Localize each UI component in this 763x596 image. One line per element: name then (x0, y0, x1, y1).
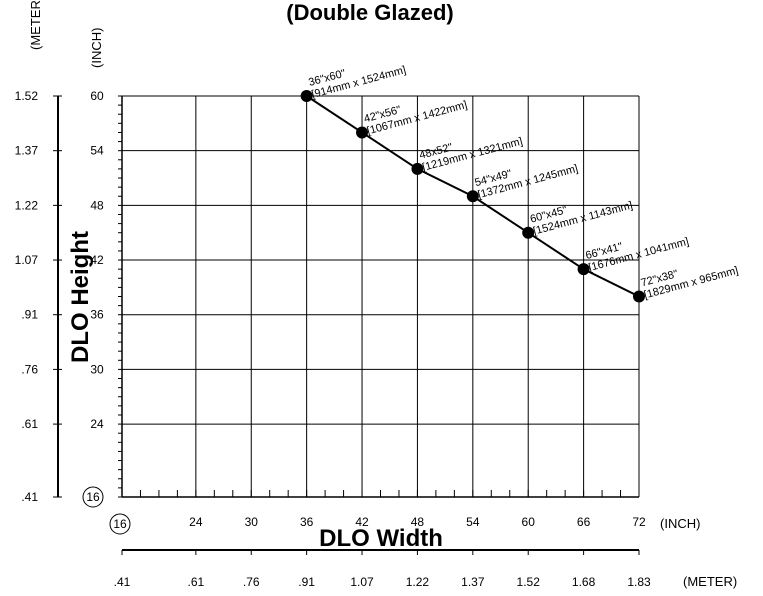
y-axis-unit-meter: (METER) (28, 0, 43, 50)
x-axis-unit-meter: (METER) (683, 574, 737, 589)
x-meter-label: 1.68 (572, 575, 596, 589)
y-meter-label: .76 (21, 362, 38, 376)
x-axis-title: DLO Width (319, 525, 443, 552)
y-tick-label: 42 (90, 253, 104, 267)
x-tick-label: 36 (300, 515, 314, 529)
x-tick-circle (109, 513, 131, 535)
y-meter-label: .41 (21, 490, 38, 504)
y-tick-label: 24 (90, 417, 104, 431)
y-tick-label: 16 (86, 490, 100, 504)
point-labels-layer: 36"x60"[914mm x 1524mm]42"x56"[1067mm x … (307, 64, 739, 301)
x-tick-label: 30 (245, 515, 259, 529)
y-tick-label: 36 (90, 308, 104, 322)
y-tick-label: 30 (90, 362, 104, 376)
data-point (411, 162, 424, 175)
y-axis-unit-inch: (INCH) (89, 28, 104, 68)
x-tick-label: 60 (522, 515, 536, 529)
x-tick-label: 48 (411, 515, 425, 529)
y-meter-label: .91 (21, 308, 38, 322)
x-meter-label: .76 (243, 575, 260, 589)
x-tick-label: 42 (355, 515, 369, 529)
x-tick-label: 54 (466, 515, 480, 529)
grid-layer (122, 95, 640, 497)
y-meter-label: 1.52 (15, 89, 39, 103)
y-meter-label: 1.22 (15, 198, 39, 212)
data-point (577, 263, 590, 276)
x-meter-label: .41 (114, 575, 131, 589)
data-point (633, 290, 645, 303)
chart-title: (Double Glazed) (286, 0, 453, 25)
series-layer (300, 90, 645, 303)
x-meter-label: 1.07 (350, 575, 374, 589)
x-tick-label: 66 (577, 515, 591, 529)
axes-layer (57, 96, 639, 551)
x-meter-label: .61 (188, 575, 205, 589)
y-tick-circle (82, 486, 104, 508)
x-meter-label: .91 (298, 575, 315, 589)
data-point (356, 126, 369, 139)
x-tick-label: 72 (632, 515, 646, 529)
y-tick-label: 54 (90, 144, 104, 158)
y-meter-label: 1.07 (15, 253, 39, 267)
y-meter-label: .61 (21, 417, 38, 431)
x-meter-label: 1.22 (406, 575, 430, 589)
x-tick-label: 24 (189, 515, 203, 529)
data-point (300, 90, 313, 102)
x-axis-unit-inch: (INCH) (660, 516, 700, 531)
x-meter-label: 1.52 (517, 575, 541, 589)
data-point (466, 190, 479, 203)
y-tick-label: 48 (90, 198, 104, 212)
y-axis-title: DLO Height (67, 231, 94, 363)
y-meter-label: 1.37 (15, 144, 39, 158)
data-point (522, 226, 535, 239)
x-meter-label: 1.37 (461, 575, 485, 589)
x-tick-label: 16 (113, 517, 127, 531)
tick-labels-layer: 16 24 30 36 42 48 54 60 66 72 16 24 30 36 42 48 54 60 .41.… (15, 89, 651, 589)
x-meter-label: 1.83 (627, 575, 651, 589)
y-tick-label: 60 (90, 89, 104, 103)
